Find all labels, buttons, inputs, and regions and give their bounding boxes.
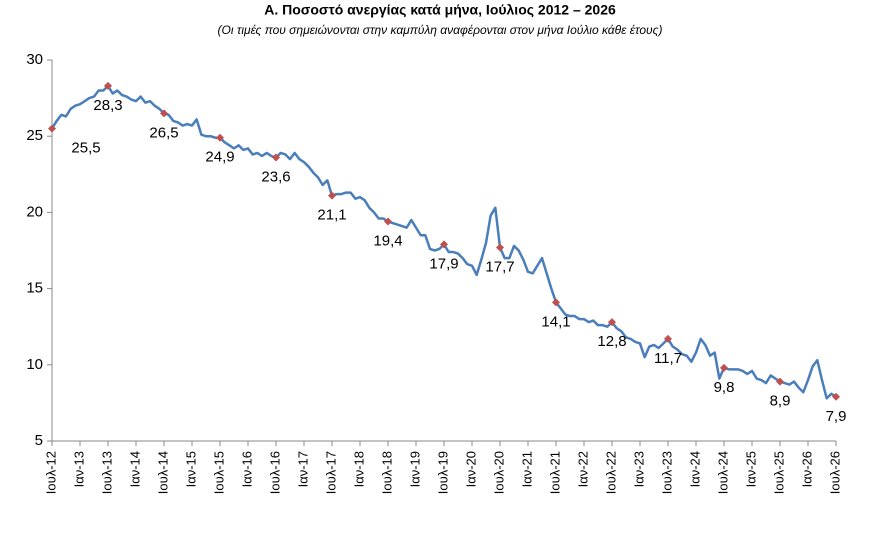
chart-subtitle: (Οι τιμές που σημειώνονται στην καμπύλη … [218,23,663,37]
marker [48,124,56,133]
x-tick-label: Ιουλ-20 [491,451,506,494]
x-tick-label: Ιουλ-21 [547,451,562,494]
x-tick-label: Ιαν-17 [295,451,310,487]
value-label: 25,5 [71,140,100,157]
x-tick-label: Ιουλ-16 [267,451,282,494]
value-label: 14,1 [541,313,570,330]
value-label: 12,8 [597,333,626,350]
value-label: 19,4 [373,233,402,250]
x-tick-label: Ιαν-16 [239,451,254,487]
x-tick-label: Ιουλ-12 [43,451,58,494]
x-tick-label: Ιουλ-14 [155,451,170,494]
value-label: 11,7 [654,350,682,367]
x-tick-label: Ιαν-22 [575,451,590,487]
value-label: 7,9 [826,408,847,425]
marker [216,133,224,142]
x-tick-label: Ιαν-19 [407,451,422,487]
value-label: 23,6 [261,169,290,186]
chart-title: Α. Ποσοστό ανεργίας κατά μήνα, Ιούλιος 2… [264,2,616,18]
value-label: 8,9 [770,393,791,410]
x-tick-label: Ιουλ-24 [715,451,730,494]
x-tick-label: Ιαν-20 [463,451,478,487]
marker [608,318,616,327]
marker [552,298,560,307]
x-tick-label: Ιουλ-15 [211,451,226,494]
marker [720,363,728,372]
value-label: 28,3 [93,97,122,114]
x-tick-label: Ιουλ-17 [323,451,338,494]
x-tick-label: Ιαν-23 [631,451,646,487]
marker [496,243,504,252]
x-tick-label: Ιουλ-26 [827,451,842,494]
value-label: 26,5 [149,124,178,141]
value-label: 21,1 [317,207,346,224]
value-label: 17,7 [485,258,514,275]
x-tick-label: Ιουλ-23 [659,451,674,494]
x-tick-label: Ιαν-18 [351,451,366,487]
x-tick-label: Ιαν-26 [799,451,814,487]
value-label: 17,9 [429,255,458,272]
y-tick-label: 30 [26,51,43,68]
marker [832,392,840,401]
x-tick-label: Ιουλ-13 [99,451,114,494]
marker [104,81,112,90]
x-tick-label: Ιαν-15 [183,451,198,487]
x-tick-label: Ιαν-24 [687,451,702,487]
x-tick-label: Ιουλ-22 [603,451,618,494]
x-tick-label: Ιαν-25 [743,451,758,487]
y-tick-label: 5 [35,432,43,449]
y-tick-label: 20 [26,203,43,220]
x-tick-label: Ιουλ-18 [379,451,394,494]
marker [272,153,280,162]
marker [440,240,448,249]
x-tick-label: Ιουλ-19 [435,451,450,494]
x-tick-label: Ιαν-13 [71,451,86,487]
marker [776,377,784,386]
x-tick-label: Ιαν-21 [519,451,534,487]
value-label: 24,9 [205,149,234,166]
y-tick-label: 25 [26,127,43,144]
marker [384,217,392,226]
x-tick-label: Ιαν-14 [127,451,142,487]
y-tick-label: 10 [26,356,43,373]
y-tick-label: 15 [26,280,43,297]
value-label: 9,8 [714,379,735,396]
marker [160,109,168,118]
marker [328,191,336,200]
marker [664,334,672,343]
x-tick-label: Ιουλ-25 [771,451,786,494]
